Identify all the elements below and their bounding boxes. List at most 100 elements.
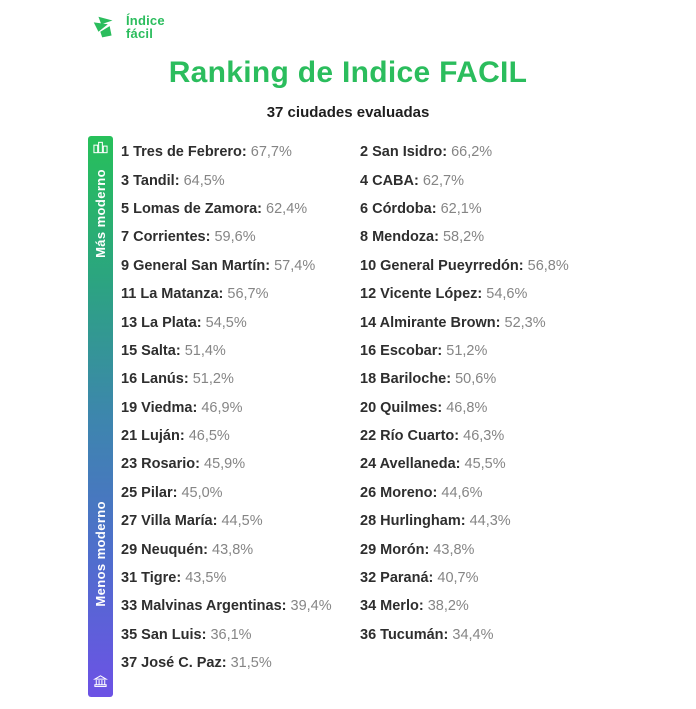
ranking-entry: 14 Almirante Brown: 52,3% [360, 315, 654, 331]
ranking-entry: 13 La Plata: 54,5% [121, 315, 360, 331]
brand-wordmark: Índice fácil [126, 14, 165, 40]
entry-value: 59,6% [214, 229, 256, 246]
entry-label: 12 Vicente López: [360, 286, 483, 303]
entry-label: 15 Salta: [121, 342, 181, 359]
entry-label: 13 La Plata: [121, 314, 202, 331]
bank-building-icon [88, 674, 113, 688]
ranking-entry: 15 Salta: 51,4% [121, 343, 360, 359]
entry-label: 3 Tandil: [121, 172, 180, 189]
entry-label: 23 Rosario: [121, 456, 200, 473]
entry-value: 66,2% [451, 144, 493, 161]
ranking-entry: 2 San Isidro: 66,2% [360, 144, 654, 160]
entry-label: 35 San Luis: [121, 626, 207, 643]
entry-label: 37 José C. Paz: [121, 655, 227, 672]
entry-value: 39,4% [290, 598, 332, 615]
ranking-entry: 12 Vicente López: 54,6% [360, 286, 654, 302]
ranking-row: 31 Tigre: 43,5% 32 Paraná: 40,7% [121, 564, 654, 592]
ranking-entry: 5 Lomas de Zamora: 62,4% [121, 201, 360, 217]
entry-label: 32 Paraná: [360, 570, 434, 587]
entry-value: 46,9% [201, 399, 243, 416]
entry-label: 22 Río Cuarto: [360, 428, 460, 445]
ranking-row: 27 Villa María: 44,5% 28 Hurlingham: 44,3… [121, 507, 654, 535]
ranking-entry: 6 Córdoba: 62,1% [360, 201, 654, 217]
ranking-entry: 28 Hurlingham: 44,3% [360, 513, 654, 529]
entry-label: 14 Almirante Brown: [360, 314, 501, 331]
entry-label: 34 Merlo: [360, 598, 424, 615]
entry-value: 43,8% [433, 541, 475, 558]
entry-value: 40,7% [437, 570, 479, 587]
ranking-entry: 7 Corrientes: 59,6% [121, 229, 360, 245]
ranking-entry: 3 Tandil: 64,5% [121, 173, 360, 189]
ranking-entry: 27 Villa María: 44,5% [121, 513, 360, 529]
brand-logo: Índice fácil [90, 12, 165, 42]
entry-label: 25 Pilar: [121, 484, 178, 501]
entry-value: 46,8% [446, 399, 488, 416]
entry-label: 29 Neuquén: [121, 541, 209, 558]
entry-label: 2 San Isidro: [360, 144, 448, 161]
ranking-row: 3 Tandil: 64,5% 4 CABA: 62,7% [121, 166, 654, 194]
entry-value: 44,6% [441, 484, 483, 501]
ranking-entry: 37 José C. Paz: 31,5% [121, 655, 360, 671]
scale-label-menos-moderno: Menos moderno [93, 501, 108, 607]
entry-value: 64,5% [183, 172, 225, 189]
ranking-entry: 29 Neuquén: 43,8% [121, 542, 360, 558]
entry-label: 16 Escobar: [360, 342, 443, 359]
entry-value: 43,5% [185, 570, 227, 587]
entry-value: 31,5% [230, 655, 272, 672]
ranking-content: Más moderno Menos moderno 1 Tres de Febr… [88, 136, 654, 698]
ranking-entry: 20 Quilmes: 46,8% [360, 400, 654, 416]
ranking-entry: 18 Bariloche: 50,6% [360, 371, 654, 387]
ranking-row: 5 Lomas de Zamora: 62,4% 6 Córdoba: 62,1% [121, 195, 654, 223]
ranking-entry: 29 Morón: 43,8% [360, 542, 654, 558]
page-title: Ranking de Indice FACIL [168, 56, 528, 89]
ranking-row: 13 La Plata: 54,5% 14 Almirante Brown: 52… [121, 308, 654, 336]
ranking-row: 29 Neuquén: 43,8% 29 Morón: 43,8% [121, 535, 654, 563]
entry-value: 62,4% [266, 200, 308, 217]
entry-value: 51,2% [192, 371, 234, 388]
ranking-row: 35 San Luis: 36,1% 36 Tucumán: 34,4% [121, 621, 654, 649]
entry-label: 21 Luján: [121, 428, 185, 445]
entry-label: 36 Tucumán: [360, 626, 449, 643]
entry-label: 4 CABA: [360, 172, 419, 189]
entry-label: 33 Malvinas Argentinas: [121, 598, 287, 615]
ranking-entry: 1 Tres de Febrero: 67,7% [121, 144, 360, 160]
ranking-row: 19 Viedma: 46,9% 20 Quilmes: 46,8% [121, 394, 654, 422]
entry-value: 45,9% [204, 456, 246, 473]
entry-value: 46,3% [463, 428, 505, 445]
entry-label: 16 Lanús: [121, 371, 189, 388]
modernity-scale-bar: Más moderno Menos moderno [88, 136, 113, 697]
ranking-entry: 21 Luján: 46,5% [121, 428, 360, 444]
ranking-row: 16 Lanús: 51,2% 18 Bariloche: 50,6% [121, 365, 654, 393]
entry-value: 45,5% [464, 456, 506, 473]
entry-label: 26 Moreno: [360, 484, 438, 501]
entry-label: 1 Tres de Febrero: [121, 144, 247, 161]
entry-value: 44,3% [469, 513, 511, 530]
entry-value: 56,8% [527, 257, 569, 274]
ranking-entry: 23 Rosario: 45,9% [121, 456, 360, 472]
entry-label: 6 Córdoba: [360, 200, 437, 217]
ranking-row: 23 Rosario: 45,9% 24 Avellaneda: 45,5% [121, 450, 654, 478]
ranking-row: 11 La Matanza: 56,7% 12 Vicente López: 54… [121, 280, 654, 308]
entry-label: 7 Corrientes: [121, 229, 211, 246]
entry-label: 8 Mendoza: [360, 229, 439, 246]
ranking-list: 1 Tres de Febrero: 67,7% 2 San Isidro: 66… [121, 138, 654, 677]
ranking-row: 21 Luján: 46,5% 22 Río Cuarto: 46,3% [121, 422, 654, 450]
entry-value: 54,6% [486, 286, 528, 303]
bird-logo-icon [90, 12, 120, 42]
entry-value: 50,6% [455, 371, 497, 388]
entry-value: 52,3% [504, 314, 546, 331]
entry-value: 51,2% [446, 342, 488, 359]
ranking-entry: 19 Viedma: 46,9% [121, 400, 360, 416]
entry-label: 29 Morón: [360, 541, 430, 558]
ranking-entry: 11 La Matanza: 56,7% [121, 286, 360, 302]
entry-value: 45,0% [181, 484, 223, 501]
entry-value: 51,4% [184, 342, 226, 359]
entry-label: 24 Avellaneda: [360, 456, 461, 473]
ranking-row: 15 Salta: 51,4% 16 Escobar: 51,2% [121, 337, 654, 365]
ranking-row: 7 Corrientes: 59,6% 8 Mendoza: 58,2% [121, 223, 654, 251]
city-buildings-icon [88, 141, 113, 154]
entry-value: 36,1% [210, 626, 252, 643]
brand-line1: Índice [126, 13, 165, 28]
entry-label: 20 Quilmes: [360, 399, 443, 416]
